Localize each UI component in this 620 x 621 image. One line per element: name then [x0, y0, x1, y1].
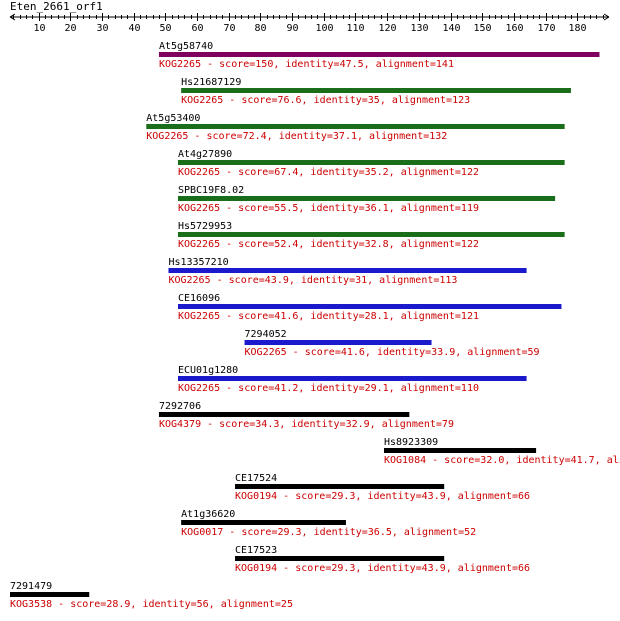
hit-description: KOG2265 - score=41.6, identity=28.1, ali…: [178, 311, 479, 322]
hit-row: At1g36620 KOG0017 - score=29.3, identity=…: [181, 509, 476, 538]
axis-tick-label: 10: [33, 23, 45, 34]
axis-tick-label: 180: [568, 23, 586, 34]
axis-tick-label: 110: [346, 23, 364, 34]
hit-row: ECU01g1280 KOG2265 - score=41.2, identity…: [177, 365, 527, 394]
hit-row: CE17524 KOG0194 - score=29.3, identity=43…: [235, 473, 530, 502]
axis-tick-label: 120: [378, 23, 396, 34]
hit-name: Hs5729953: [178, 221, 232, 232]
hit-description: KOG2265 - score=41.2, identity=29.1, ali…: [178, 383, 479, 394]
hit-name: At5g58740: [159, 41, 213, 52]
axis-tick-label: 160: [505, 23, 523, 34]
hit-name: Hs8923309: [384, 437, 438, 448]
hit-alignment-bar: [177, 232, 565, 237]
hit-description: KOG4379 - score=34.3, identity=32.9, ali…: [159, 419, 454, 430]
hit-alignment-bar: [177, 196, 556, 201]
position-axis: 10 20 30 40 50 60 70 80 90 100 110 120 130 140 150 160 1…: [9, 13, 610, 34]
axis-tick-label: 50: [159, 23, 171, 34]
axis-tick-label: 60: [191, 23, 203, 34]
hit-alignment-bar: [177, 160, 565, 165]
hit-name: CE16096: [178, 293, 220, 304]
hit-name: 7294052: [245, 329, 287, 340]
hit-name: 7292706: [159, 401, 201, 412]
hit-alignment-bar: [158, 412, 410, 417]
hit-description: KOG0194 - score=29.3, identity=43.9, ali…: [235, 563, 530, 574]
hit-row: 7291479 KOG3538 - score=28.9, identity=56…: [10, 581, 293, 610]
hit-row: CE17523 KOG0194 - score=29.3, identity=43…: [235, 545, 530, 574]
hit-alignment-bar: [235, 484, 445, 489]
axis-tick-label: 80: [254, 23, 266, 34]
axis-tick-label: 70: [223, 23, 235, 34]
axis-arrow-right: [603, 13, 610, 21]
hit-description: KOG2265 - score=150, identity=47.5, alig…: [159, 59, 454, 70]
hit-description: KOG2265 - score=55.5, identity=36.1, ali…: [178, 203, 479, 214]
hit-name: 7291479: [10, 581, 52, 592]
axis-tick-label: 90: [286, 23, 298, 34]
axis-tick-label: 150: [473, 23, 491, 34]
hit-description: KOG3538 - score=28.9, identity=56, align…: [10, 599, 293, 610]
hit-row: CE16096 KOG2265 - score=41.6, identity=28…: [177, 293, 562, 322]
hit-alignment-bar: [158, 52, 600, 57]
hit-description: KOG2265 - score=67.4, identity=35.2, ali…: [178, 167, 479, 178]
hit-alignment-bar: [177, 376, 527, 381]
hit-name: SPBC19F8.02: [178, 185, 244, 196]
hit-alignment-bar: [177, 304, 562, 309]
hit-row: 7294052 KOG2265 - score=41.6, identity=33…: [244, 329, 540, 358]
hit-alignment-bar: [146, 124, 565, 129]
hit-name: Hs21687129: [181, 77, 241, 88]
axis-tick-label: 170: [537, 23, 555, 34]
axis-tick-label: 20: [64, 23, 76, 34]
hit-name: ECU01g1280: [178, 365, 238, 376]
axis-tick-label: 100: [315, 23, 333, 34]
hit-description: KOG2265 - score=43.9, identity=31, align…: [168, 275, 457, 286]
hit-row: Hs5729953 KOG2265 - score=52.4, identity=…: [177, 221, 565, 250]
hit-description: KOG2265 - score=72.4, identity=37.1, ali…: [146, 131, 447, 142]
axis-tick-label: 30: [96, 23, 108, 34]
hit-row: 7292706 KOG4379 - score=34.3, identity=32…: [158, 401, 454, 430]
hit-name: At5g53400: [146, 113, 200, 124]
hit-row: SPBC19F8.02 KOG2265 - score=55.5, identit…: [177, 185, 556, 214]
hit-description: KOG0017 - score=29.3, identity=36.5, ali…: [181, 527, 476, 538]
hit-row: At5g53400 KOG2265 - score=72.4, identity=…: [146, 113, 565, 142]
hit-description: KOG2265 - score=41.6, identity=33.9, ali…: [245, 347, 540, 358]
hit-description: KOG2265 - score=52.4, identity=32.8, ali…: [178, 239, 479, 250]
axis-tick-label: 130: [410, 23, 428, 34]
hit-description: KOG0194 - score=29.3, identity=43.9, ali…: [235, 491, 530, 502]
hit-list: At5g58740 KOG2265 - score=150, identity=4…: [10, 41, 620, 610]
hit-alignment-bar: [235, 556, 445, 561]
hit-name: Hs13357210: [168, 257, 228, 268]
hit-description: KOG1084 - score=32.0, identity=41.7, ali…: [384, 455, 620, 466]
hit-row: At5g58740 KOG2265 - score=150, identity=4…: [158, 41, 600, 70]
axis-arrow-left: [9, 13, 16, 21]
hit-row: At4g27890 KOG2265 - score=67.4, identity=…: [177, 149, 565, 178]
hit-alignment-bar: [10, 592, 90, 597]
hit-name: At1g36620: [181, 509, 235, 520]
hit-alignment-bar: [168, 268, 527, 273]
hit-name: At4g27890: [178, 149, 232, 160]
query-name: Eten_2661_orf1: [10, 0, 103, 13]
hit-name: CE17523: [235, 545, 277, 556]
hit-row: Hs8923309 KOG1084 - score=32.0, identity=…: [383, 437, 620, 466]
hit-row: Hs13357210 KOG2265 - score=43.9, identity…: [168, 257, 527, 286]
hit-alignment-bar: [244, 340, 432, 345]
axis-tick-label: 140: [442, 23, 460, 34]
hit-description: KOG2265 - score=76.6, identity=35, align…: [181, 95, 470, 106]
hit-alignment-bar: [383, 448, 537, 453]
hit-alignment-bar: [181, 520, 346, 525]
axis-tick-label: 40: [128, 23, 140, 34]
hit-alignment-bar: [181, 88, 571, 93]
hit-name: CE17524: [235, 473, 277, 484]
hit-row: Hs21687129 KOG2265 - score=76.6, identity…: [181, 77, 571, 106]
